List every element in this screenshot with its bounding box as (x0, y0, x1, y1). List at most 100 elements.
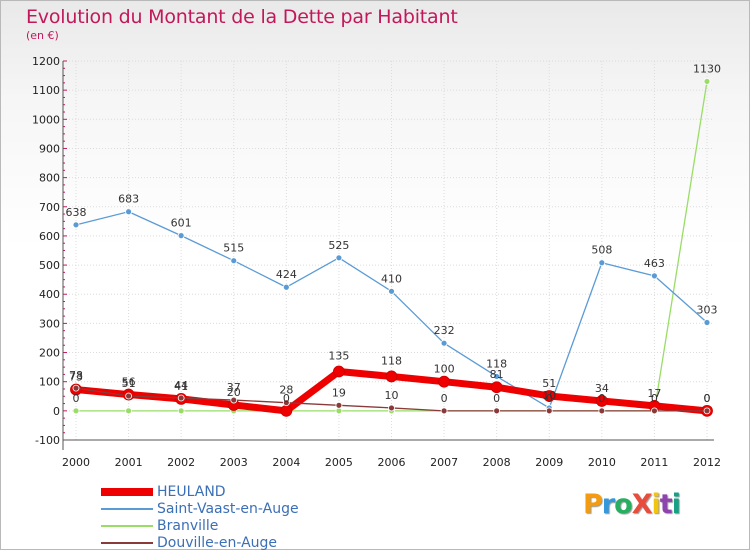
data-label: 515 (223, 242, 244, 255)
data-point (335, 401, 343, 409)
y-tick-label: 500 (39, 259, 60, 272)
data-label: 17 (647, 387, 661, 400)
data-label: 37 (227, 381, 241, 394)
data-point (125, 407, 132, 415)
legend-swatch-branville (101, 525, 153, 527)
x-tick-label: 2010 (588, 456, 616, 469)
proxiti-logo: ProXiti (583, 489, 681, 520)
y-tick-label: 600 (39, 230, 60, 243)
data-point (125, 208, 132, 216)
y-tick-label: -100 (35, 434, 60, 447)
data-label: 683 (118, 193, 139, 206)
y-tick-label: 1200 (32, 55, 60, 68)
y-tick-label: 1000 (32, 113, 60, 126)
data-point (595, 395, 608, 407)
data-label: 0 (704, 392, 711, 405)
logo-letter: o (614, 489, 633, 520)
data-point (125, 392, 132, 400)
data-label: 638 (66, 206, 87, 219)
legend-label-branville: Branville (157, 518, 219, 534)
data-label: 19 (332, 386, 346, 399)
logo-letter: X (631, 489, 653, 520)
data-point (493, 373, 501, 380)
legend-swatch-heuland (101, 488, 153, 496)
data-label: 0 (73, 392, 80, 405)
data-label: 463 (644, 257, 665, 270)
x-tick-label: 2005 (325, 456, 353, 469)
data-label: 0 (441, 392, 448, 405)
data-label: 424 (276, 268, 297, 281)
data-point (388, 404, 395, 412)
y-tick-label: 900 (39, 142, 60, 155)
data-label: 10 (385, 389, 399, 402)
legend-swatch-douville (101, 542, 153, 544)
data-point (230, 396, 238, 404)
data-point (177, 232, 185, 240)
data-point (493, 407, 501, 415)
data-label: 81 (490, 368, 504, 381)
data-label: 56 (122, 376, 136, 389)
logo-letter: P (583, 489, 603, 520)
data-label: 41 (174, 380, 188, 393)
data-point (72, 384, 80, 392)
data-label: 0 (283, 392, 290, 405)
x-tick-label: 2011 (640, 456, 668, 469)
x-tick-label: 2003 (220, 456, 248, 469)
y-tick-label: 200 (39, 347, 60, 360)
data-label: 0 (704, 392, 711, 405)
data-label: 601 (171, 217, 192, 230)
data-label: 78 (69, 369, 83, 382)
data-label: 118 (486, 357, 507, 370)
data-point (282, 283, 290, 291)
data-label: 51 (122, 377, 136, 390)
data-point (598, 407, 606, 415)
data-point (280, 404, 293, 417)
data-label: 525 (328, 239, 349, 252)
data-label: 0 (493, 392, 500, 405)
data-label: 73 (69, 371, 83, 384)
y-tick-label: 300 (39, 317, 60, 330)
data-label: 0 (651, 392, 658, 405)
data-point (438, 375, 450, 388)
data-point (651, 407, 658, 415)
data-point (388, 287, 395, 295)
data-point (72, 221, 80, 229)
data-label: 0 (546, 392, 553, 405)
data-label: 100 (434, 363, 455, 376)
logo-letter: i (671, 489, 681, 520)
logo-letter: t (659, 489, 673, 520)
data-label: 410 (381, 272, 402, 285)
x-tick-label: 2007 (430, 456, 458, 469)
data-label: 34 (595, 382, 609, 395)
data-point (543, 390, 556, 402)
x-tick-label: 2000 (62, 456, 90, 469)
x-tick-label: 2008 (483, 456, 511, 469)
data-point (72, 407, 80, 415)
data-point (703, 319, 711, 326)
legend-label-douville: Douville-en-Auge (157, 535, 278, 551)
data-label: 135 (328, 349, 349, 362)
data-label: 0 (598, 392, 605, 405)
data-point (703, 78, 711, 85)
x-tick-label: 2012 (693, 456, 721, 469)
data-label: 28 (279, 384, 293, 397)
data-point (490, 381, 503, 394)
x-tick-label: 2006 (378, 456, 406, 469)
data-point (651, 272, 658, 280)
data-point (230, 257, 238, 265)
chart-title: Evolution du Montant de la Dette par Hab… (26, 6, 458, 28)
legend-label-saint-vaast: Saint-Vaast-en-Auge (157, 501, 299, 517)
y-tick-label: 700 (39, 201, 60, 214)
data-label: 44 (174, 379, 188, 392)
chart-subtitle: (en €) (26, 29, 59, 42)
data-point (703, 407, 711, 415)
data-label: 20 (227, 386, 241, 399)
data-label: 232 (434, 324, 455, 337)
data-point (385, 370, 398, 383)
y-tick-label: 400 (39, 288, 60, 301)
data-label: 10 (542, 389, 556, 402)
y-tick-label: 100 (39, 376, 60, 389)
x-tick-label: 2004 (272, 456, 300, 469)
data-point (177, 394, 185, 402)
